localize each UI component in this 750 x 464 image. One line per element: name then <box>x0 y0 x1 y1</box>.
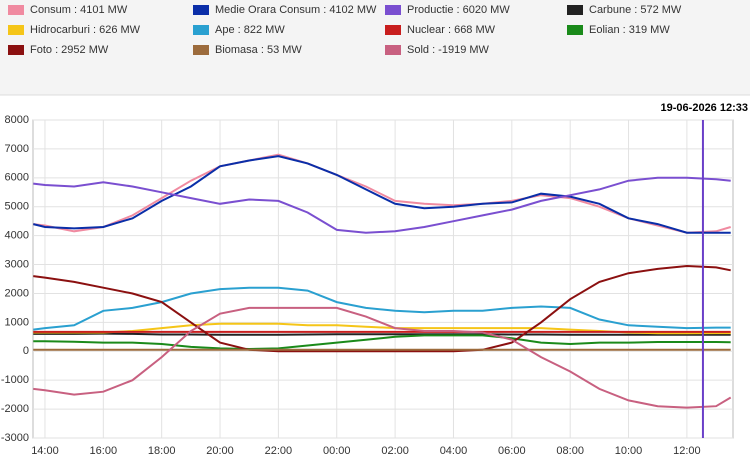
legend-swatch[interactable] <box>8 25 24 35</box>
legend-swatch[interactable] <box>567 25 583 35</box>
legend-swatch[interactable] <box>8 5 24 15</box>
y-tick-label: 8000 <box>5 114 29 126</box>
y-tick-label: 3000 <box>5 258 29 270</box>
y-tick-label: 7000 <box>5 143 29 155</box>
x-tick-label: 10:00 <box>615 445 643 457</box>
x-tick-label: 16:00 <box>90 445 118 457</box>
legend-label[interactable]: Carbune : 572 MW <box>589 4 682 16</box>
y-tick-label: 4000 <box>5 230 29 242</box>
y-tick-label: 2000 <box>5 287 29 299</box>
x-tick-label: 12:00 <box>673 445 701 457</box>
plot-area <box>32 119 734 439</box>
x-tick-label: 00:00 <box>323 445 351 457</box>
x-tick-label: 20:00 <box>206 445 234 457</box>
y-tick-label: 0 <box>23 345 29 357</box>
legend-swatch[interactable] <box>193 5 209 15</box>
legend-swatch[interactable] <box>8 45 24 55</box>
legend-swatch[interactable] <box>385 25 401 35</box>
y-tick-label: -3000 <box>1 432 29 444</box>
legend-swatch[interactable] <box>385 5 401 15</box>
x-tick-label: 04:00 <box>440 445 468 457</box>
y-tick-label: -1000 <box>1 374 29 386</box>
legend-label[interactable]: Productie : 6020 MW <box>407 4 510 16</box>
legend-swatch[interactable] <box>385 45 401 55</box>
series-line <box>33 155 731 234</box>
series-line <box>33 264 731 353</box>
x-tick-label: 18:00 <box>148 445 176 457</box>
series-line <box>33 306 732 409</box>
legend-label[interactable]: Biomasa : 53 MW <box>215 44 302 56</box>
series-line <box>33 334 731 351</box>
cursor-label: 19-06-2026 12:33 <box>661 102 748 114</box>
y-tick-label: 6000 <box>5 172 29 184</box>
x-tick-label: 14:00 <box>31 445 59 457</box>
legend-label[interactable]: Sold : -1919 MW <box>407 44 490 56</box>
legend-swatch[interactable] <box>567 5 583 15</box>
legend-swatch[interactable] <box>193 45 209 55</box>
legend-label[interactable]: Ape : 822 MW <box>215 24 285 36</box>
x-tick-label: 06:00 <box>498 445 526 457</box>
y-tick-label: 1000 <box>5 316 29 328</box>
x-tick-label: 22:00 <box>265 445 293 457</box>
x-tick-label: 08:00 <box>556 445 584 457</box>
legend-swatch[interactable] <box>193 25 209 35</box>
legend-label[interactable]: Foto : 2952 MW <box>30 44 109 56</box>
x-tick-label: 02:00 <box>381 445 409 457</box>
legend-label[interactable]: Consum : 4101 MW <box>30 4 128 16</box>
legend-label[interactable]: Eolian : 319 MW <box>589 24 670 36</box>
legend-panel <box>0 0 750 95</box>
series-line <box>33 176 731 234</box>
y-tick-label: 5000 <box>5 201 29 213</box>
legend-label[interactable]: Nuclear : 668 MW <box>407 24 496 36</box>
series-line <box>33 332 731 336</box>
legend-label[interactable]: Medie Orara Consum : 4102 MW <box>215 4 377 16</box>
legend-label[interactable]: Hidrocarburi : 626 MW <box>30 24 141 36</box>
y-tick-label: -2000 <box>1 403 29 415</box>
series-line <box>33 286 731 331</box>
